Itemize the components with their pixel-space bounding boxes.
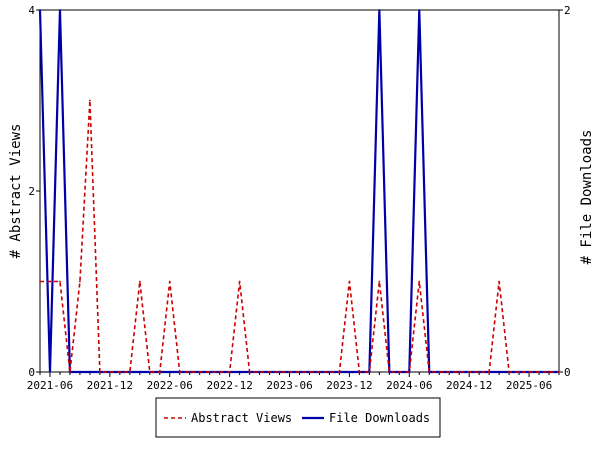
x-tick-label: 2021-12 — [87, 379, 133, 392]
abstract-views-point — [248, 371, 251, 373]
abstract-views-point — [408, 371, 411, 373]
abstract-views-point — [558, 371, 560, 373]
x-axis-ticks: 2021-06 2021-12 2022-06 2022-12 2023-06 2023-… — [27, 372, 560, 392]
abstract-views-point — [228, 371, 231, 373]
abstract-views-point — [438, 371, 441, 373]
file-downloads-point — [168, 371, 171, 373]
abstract-views-point — [69, 371, 71, 373]
right-axis-title: # File Downloads — [579, 130, 595, 265]
file-downloads-point — [39, 9, 41, 11]
file-downloads-line — [38, 9, 559, 374]
abstract-views-point — [188, 371, 191, 373]
abstract-views-point — [49, 280, 51, 283]
abstract-views-point — [218, 371, 221, 373]
abstract-views-point — [208, 371, 211, 373]
abstract-views-point — [39, 280, 41, 283]
abstract-views-point — [198, 371, 201, 373]
file-downloads-point — [348, 371, 351, 373]
abstract-views-point — [498, 280, 501, 283]
abstract-views-line — [40, 100, 559, 373]
abstract-views-point — [458, 371, 461, 373]
abstract-views-point — [268, 371, 271, 373]
x-tick-label: 2022-12 — [206, 379, 252, 392]
file-downloads-point — [79, 371, 81, 373]
left-y-tick-label: 2 — [28, 185, 35, 198]
abstract-views-point — [178, 371, 181, 373]
abstract-views-point — [468, 371, 471, 373]
plot-frame — [39, 9, 560, 373]
x-tick-label: 2024-12 — [446, 379, 492, 392]
x-tick-label: 2021-06 — [27, 379, 73, 392]
abstract-views-point — [258, 371, 261, 373]
abstract-views-point — [238, 280, 241, 283]
file-downloads-point — [59, 9, 61, 11]
abstract-views-point — [528, 371, 530, 373]
abstract-views-point — [108, 371, 111, 373]
legend-label-file-downloads: File Downloads — [329, 411, 430, 425]
right-axis-ticks: 02 — [559, 4, 571, 379]
right-y-tick-label: 0 — [564, 366, 571, 379]
right-y-tick-label: 2 — [564, 4, 571, 17]
abstract-views-point — [388, 371, 391, 373]
abstract-views-point — [378, 280, 381, 283]
abstract-views-point — [358, 371, 361, 373]
file-downloads-point — [138, 371, 141, 373]
file-downloads-point — [418, 9, 421, 11]
abstract-views-point — [398, 371, 401, 373]
file-downloads-point — [378, 9, 381, 11]
abstract-views-point — [298, 371, 301, 373]
abstract-views-point — [478, 371, 481, 373]
abstract-views-point — [89, 99, 91, 102]
x-tick-label: 2022-06 — [147, 379, 193, 392]
abstract-views-point — [418, 280, 421, 283]
abstract-views-point — [328, 371, 331, 373]
abstract-views-point — [79, 280, 81, 283]
abstract-views-point — [318, 371, 321, 373]
abstract-views-point — [368, 371, 371, 373]
x-tick-label: 2023-12 — [326, 379, 372, 392]
abstract-views-point — [308, 371, 311, 373]
file-downloads-point — [498, 371, 501, 373]
abstract-views-point — [488, 371, 491, 373]
abstract-views-point — [138, 280, 141, 283]
file-downloads-point — [89, 371, 91, 373]
series-layer — [38, 9, 560, 374]
abstract-views-point — [548, 371, 550, 373]
legend-box — [155, 397, 441, 438]
abstract-views-point — [288, 371, 291, 373]
abstract-views-point — [448, 371, 451, 373]
abstract-views-point — [128, 371, 131, 373]
abstract-views-point — [348, 280, 351, 283]
file-downloads-point — [238, 371, 241, 373]
abstract-views-point — [148, 371, 151, 373]
left-y-tick-label: 0 — [28, 366, 35, 379]
file-downloads-point — [49, 371, 51, 373]
abstract-views-point — [118, 371, 121, 373]
left-axis-title: # Abstract Views — [8, 124, 24, 259]
abstract-views-point — [98, 371, 101, 373]
abstract-views-point — [59, 280, 61, 283]
abstract-views-point — [428, 371, 431, 373]
left-y-tick-label: 4 — [28, 4, 35, 17]
abstract-views-point — [278, 371, 281, 373]
x-tick-label: 2025-06 — [506, 379, 552, 392]
x-tick-label: 2023-06 — [266, 379, 312, 392]
abstract-views-point — [508, 371, 510, 373]
abstract-views-point — [518, 371, 520, 373]
abstract-views-point — [158, 371, 161, 373]
left-axis-ticks: 0 2 4 — [28, 4, 40, 379]
abstract-views-point — [168, 280, 171, 283]
abstract-views-point — [338, 371, 341, 373]
legend: Abstract Views File Downloads — [155, 397, 441, 438]
x-tick-label: 2024-06 — [386, 379, 432, 392]
abstract-views-point — [538, 371, 540, 373]
legend-label-abstract-views: Abstract Views — [191, 411, 292, 425]
